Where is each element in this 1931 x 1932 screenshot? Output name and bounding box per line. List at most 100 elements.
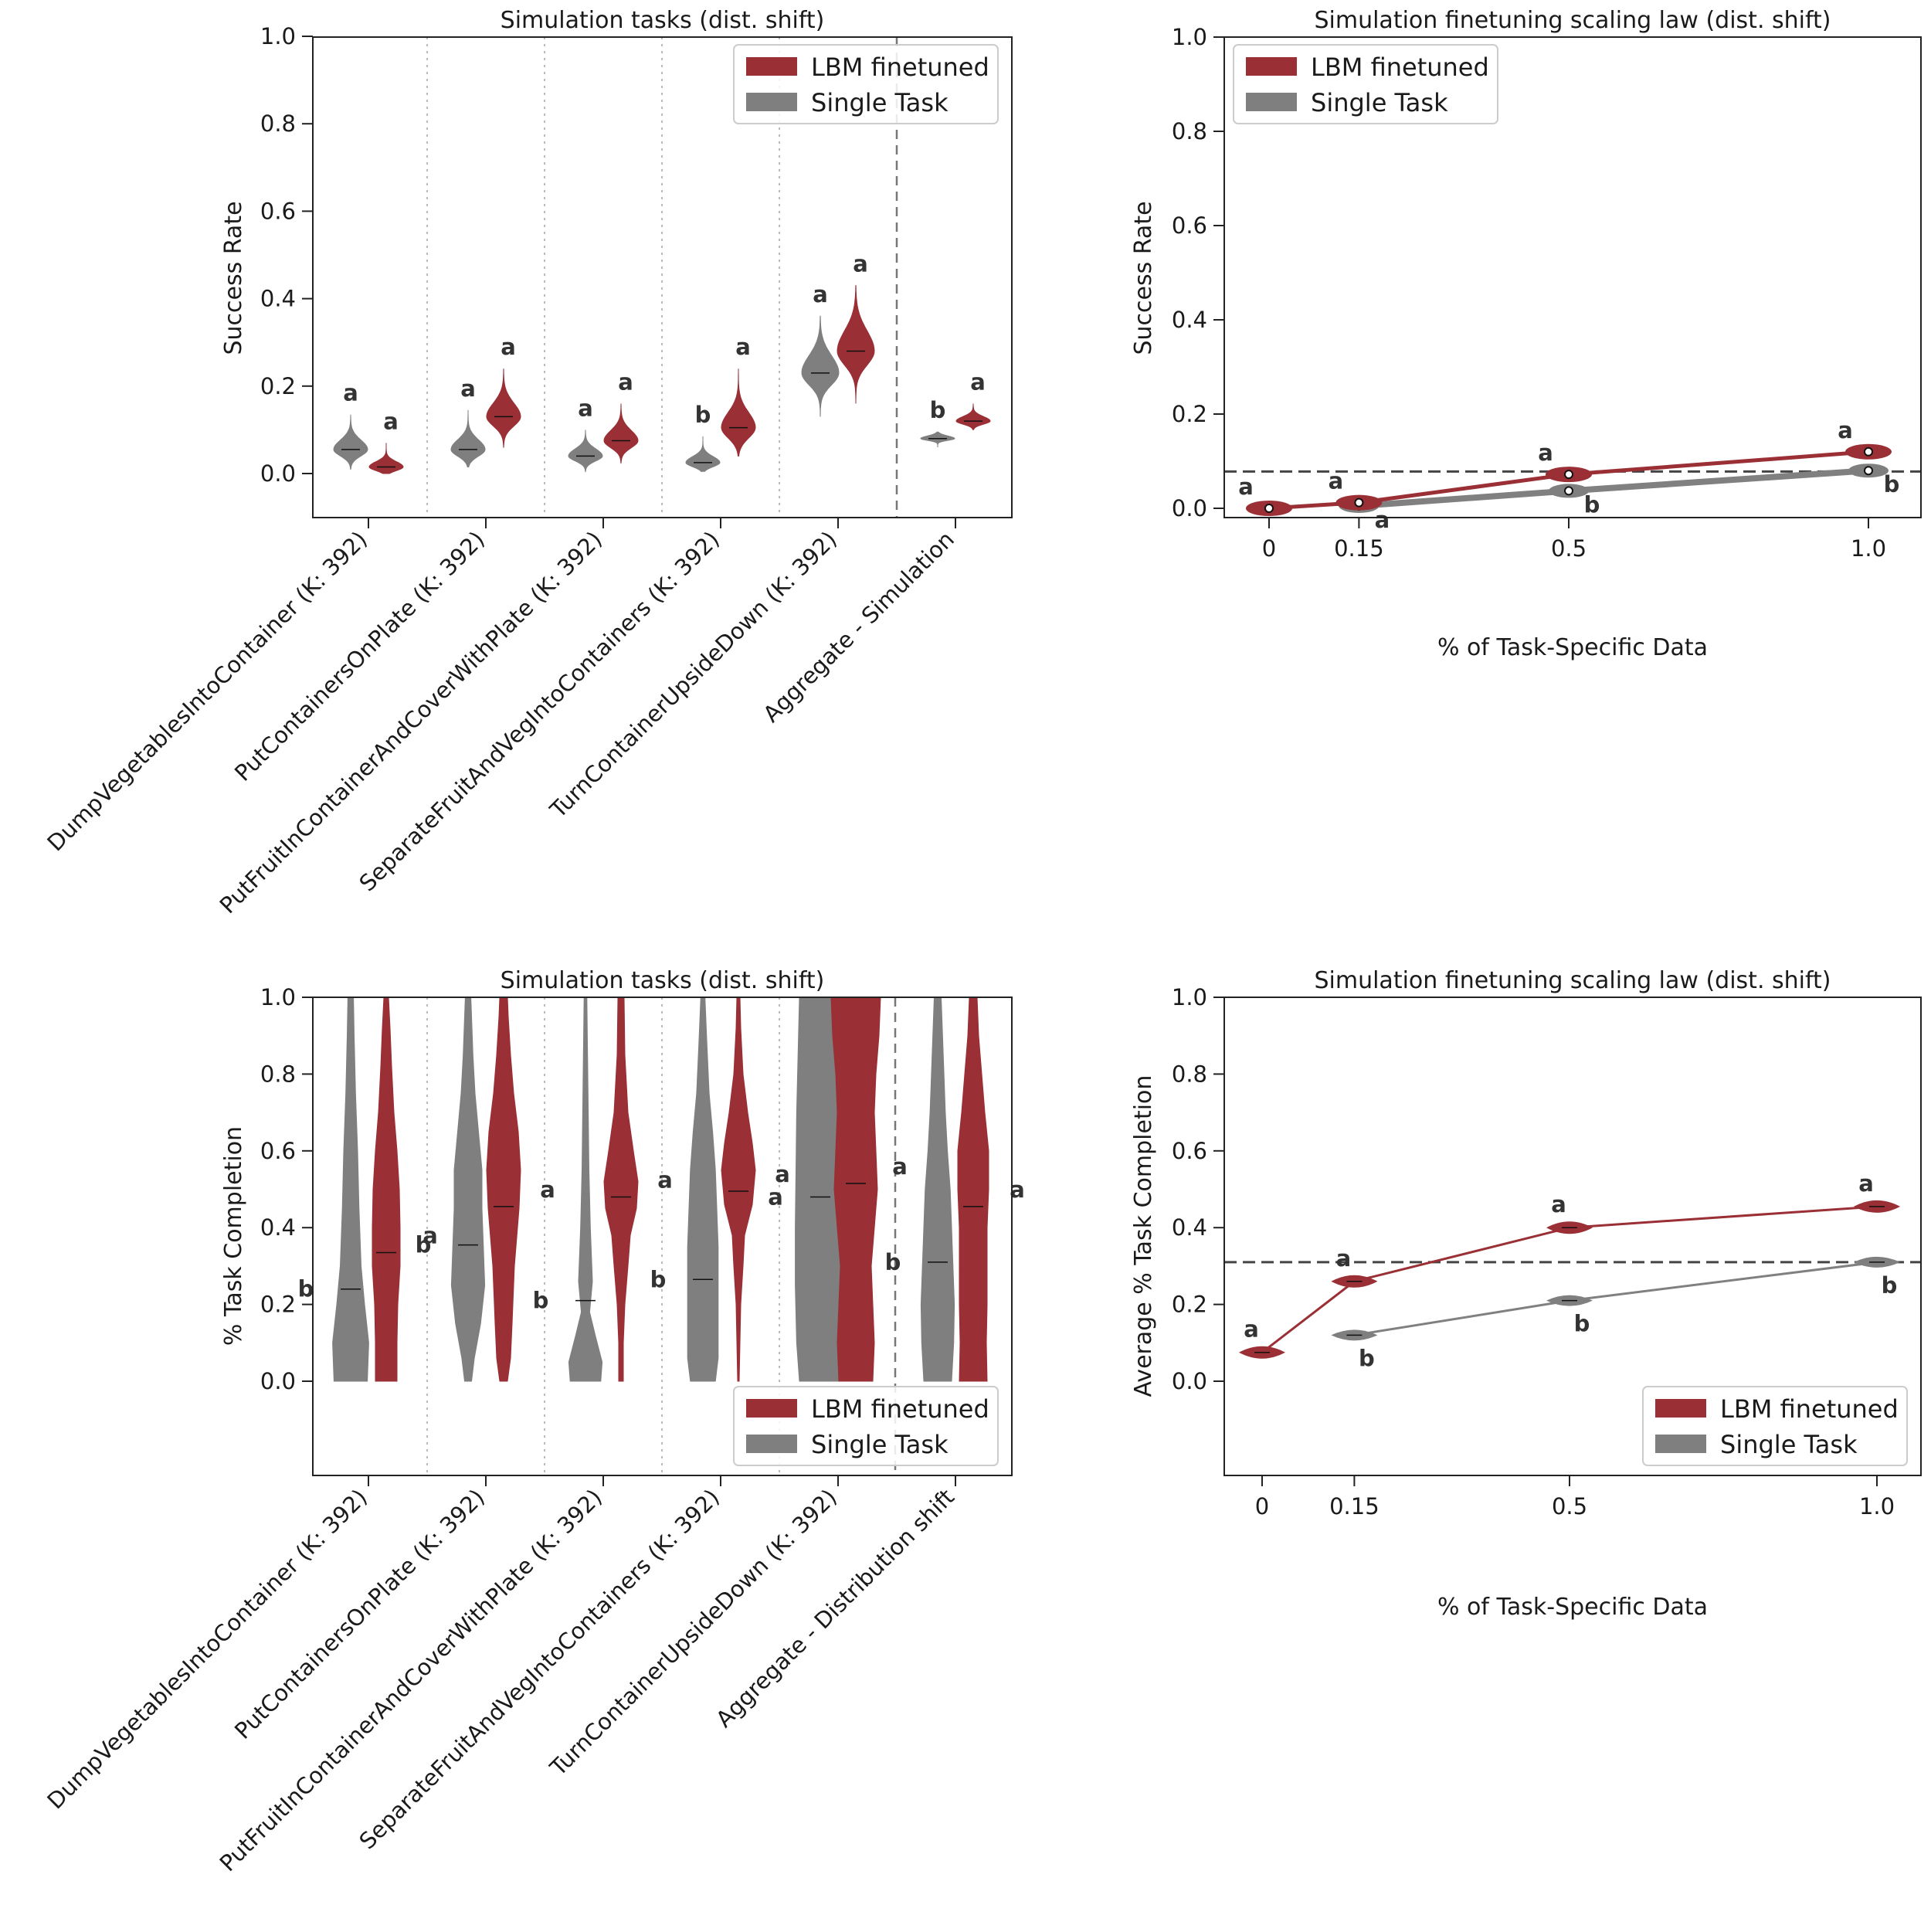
- violin-lbm: [955, 403, 991, 430]
- plot-frame: [1223, 997, 1922, 1476]
- letter-lbm: a: [970, 368, 986, 395]
- letter-lbm: a: [775, 1161, 790, 1187]
- letter-lbm: a: [1244, 1316, 1259, 1343]
- panel-task-completion-scaling: Simulation finetuning scaling law (dist.…: [1130, 967, 1922, 1621]
- violin-lbm: [486, 368, 521, 448]
- y-axis-label: Success Rate: [220, 201, 247, 355]
- y-tick-label: 0.4: [260, 286, 296, 312]
- violin-single-task: [450, 997, 486, 1382]
- y-tick-label: 0.2: [260, 1292, 296, 1318]
- letter-lbm: a: [1838, 417, 1853, 443]
- y-tick-label: 1.0: [1172, 984, 1207, 1010]
- point-single-task: [1864, 466, 1873, 476]
- y-tick-label: 0.6: [1172, 1138, 1207, 1164]
- letter-lbm: a: [540, 1177, 555, 1203]
- y-axis-label: % Task Completion: [220, 1126, 247, 1346]
- violin-lbm: [603, 997, 639, 1382]
- x-axis-label: % of Task-Specific Data: [1437, 634, 1708, 661]
- plot-frame: [312, 36, 1013, 518]
- legend-box: [733, 1386, 999, 1466]
- violin-single-task: [920, 431, 955, 448]
- violin-single-task: [568, 997, 603, 1382]
- line-single-task: [1354, 1261, 1878, 1336]
- letter-lbm: a: [618, 368, 633, 395]
- chart-title: Simulation tasks (dist. shift): [501, 967, 825, 994]
- violin-single-task: [333, 414, 368, 470]
- letter-lbm: a: [1329, 468, 1344, 494]
- x-tick-label: 0: [1262, 535, 1276, 562]
- legend-box: [1233, 44, 1498, 124]
- chart-title: Simulation finetuning scaling law (dist.…: [1314, 7, 1831, 34]
- y-tick-label: 0.0: [1172, 495, 1207, 521]
- letter-single-task: b: [650, 1266, 667, 1292]
- y-tick-label: 0.2: [1172, 401, 1207, 427]
- legend-label-lbm: LBM finetuned: [811, 1394, 989, 1424]
- legend-swatch-lbm: [746, 1399, 797, 1418]
- legend-label-lbm: LBM finetuned: [1311, 53, 1489, 82]
- violin-single-task: [332, 997, 369, 1382]
- letter-single-task: a: [1375, 507, 1390, 533]
- legend-swatch-single: [1246, 93, 1297, 111]
- legend-box: [1642, 1386, 1908, 1466]
- letter-lbm: a: [423, 1223, 438, 1249]
- y-tick-label: 0.2: [260, 373, 296, 399]
- legend-label-lbm: LBM finetuned: [811, 53, 989, 82]
- chart-title: Simulation tasks (dist. shift): [501, 7, 825, 34]
- plot-frame: [1223, 36, 1922, 518]
- y-axis-label: Average % Task Completion: [1130, 1075, 1157, 1397]
- letter-lbm: a: [501, 334, 516, 360]
- x-tick-label: 0.5: [1552, 1493, 1587, 1519]
- legend-swatch-lbm: [1655, 1399, 1706, 1418]
- y-tick-label: 0.6: [1172, 212, 1207, 239]
- legend-swatch-single: [746, 93, 797, 111]
- letter-lbm: a: [892, 1153, 908, 1180]
- legend-label-single: Single Task: [1720, 1430, 1858, 1459]
- letter-single-task: b: [533, 1288, 549, 1314]
- y-tick-label: 0.8: [260, 1061, 296, 1087]
- letter-lbm: a: [657, 1166, 673, 1193]
- point-lbm: [1264, 504, 1274, 513]
- letter-lbm: a: [1238, 474, 1254, 500]
- violin-lbm: [486, 997, 521, 1382]
- y-tick-label: 0.4: [260, 1214, 296, 1241]
- point-lbm: [1354, 497, 1364, 508]
- letter-single-task: b: [1574, 1311, 1590, 1337]
- letter-lbm: a: [735, 334, 751, 360]
- violin-lbm: [372, 997, 401, 1382]
- y-tick-label: 0.8: [260, 110, 296, 137]
- violin-lbm: [837, 285, 875, 404]
- panel-task-completion-tasks: Simulation tasks (dist. shift) % Task Com…: [42, 967, 1024, 1876]
- y-tick-label: 0.8: [1172, 1061, 1207, 1087]
- y-tick-label: 1.0: [260, 23, 296, 49]
- letter-single-task: b: [1884, 471, 1900, 497]
- x-tick-label: 0.15: [1329, 1493, 1380, 1519]
- y-axis-label: Success Rate: [1130, 201, 1157, 355]
- y-tick-label: 0.0: [1172, 1368, 1207, 1394]
- x-tick-label: PutFruitInContainerAndCoverWithPlate (K:…: [215, 1484, 607, 1876]
- legend-label-single: Single Task: [811, 88, 949, 117]
- violin-lbm: [721, 997, 756, 1382]
- letter-lbm: a: [1538, 440, 1553, 466]
- letter-single-task: b: [298, 1276, 314, 1302]
- line-lbm: [1261, 1205, 1878, 1353]
- letter-single-task: b: [1359, 1345, 1375, 1371]
- x-tick-label: 1.0: [1859, 1493, 1895, 1519]
- x-tick-label: 1.0: [1851, 535, 1886, 562]
- legend-label-single: Single Task: [1311, 88, 1448, 117]
- violin-lbm: [721, 368, 756, 457]
- legend-label-lbm: LBM finetuned: [1720, 1394, 1899, 1424]
- y-tick-label: 0.0: [260, 1368, 296, 1394]
- y-tick-label: 0.8: [1172, 118, 1207, 144]
- x-tick-label: 0.5: [1551, 535, 1587, 562]
- panel-success-rate-tasks: Simulation tasks (dist. shift) Success Ra…: [42, 7, 1013, 918]
- letter-single-task: b: [416, 1232, 432, 1258]
- violin-lbm: [603, 403, 639, 464]
- x-tick-label: Aggregate - Simulation: [758, 526, 959, 728]
- line-single-task: [1359, 467, 1869, 509]
- x-tick-label: PutContainersOnPlate (K: 392): [229, 526, 490, 786]
- violin-lbm: [830, 997, 881, 1382]
- category-group: ba Aggregate - Simulation: [758, 368, 991, 728]
- legend-swatch-single: [1655, 1435, 1706, 1453]
- point-single-task: [1564, 486, 1573, 496]
